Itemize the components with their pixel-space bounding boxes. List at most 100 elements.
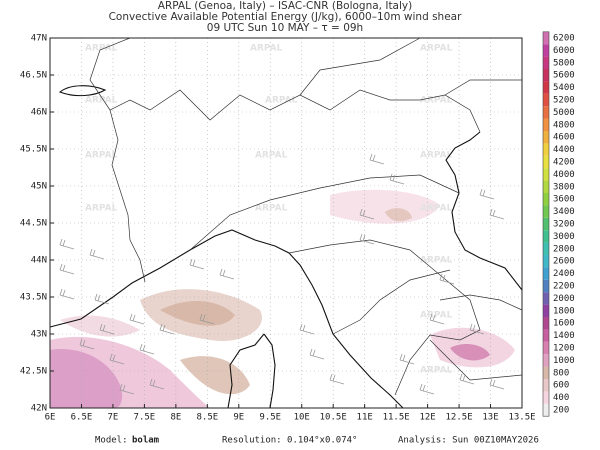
wind-barb — [482, 189, 486, 197]
wind-barb — [189, 264, 205, 270]
colorbar-label: 3000 — [553, 232, 575, 242]
wind-barb — [62, 289, 66, 297]
x-tick-label: 13.5E — [508, 413, 535, 423]
x-tick-label: 12E — [419, 413, 435, 423]
colorbar-swatch — [543, 391, 549, 404]
colorbar-label: 2400 — [553, 269, 575, 279]
x-tick-label: 7.5E — [134, 413, 156, 423]
wind-barb — [112, 354, 116, 362]
wind-barb — [94, 293, 98, 301]
wind-barb — [222, 269, 226, 277]
colorbar-swatch — [543, 56, 549, 69]
wind-barb — [139, 349, 155, 355]
coastline — [49, 229, 404, 409]
wind-barb — [429, 313, 433, 321]
wind-barb — [402, 354, 406, 362]
y-tick-label: 44.5N — [20, 219, 47, 229]
wind-barb — [62, 264, 66, 272]
watermark: ARPAL — [255, 204, 288, 214]
wind-barb — [372, 154, 376, 162]
wind-barb — [142, 344, 146, 352]
wind-barb — [299, 323, 303, 331]
wind-barb — [442, 274, 446, 282]
colorbar-swatch — [543, 180, 549, 193]
x-tick-label: 8.5E — [196, 413, 218, 423]
wind-barb — [189, 258, 193, 266]
wind-barb — [309, 348, 313, 356]
wind-barb — [362, 234, 366, 242]
wind-barb — [59, 288, 63, 296]
wind-barb — [309, 354, 325, 360]
colorbar-swatch — [543, 168, 549, 181]
wind-barb — [312, 349, 316, 357]
colorbar-swatch — [543, 118, 549, 131]
wind-barb — [59, 294, 75, 300]
colorbar-swatch — [543, 317, 549, 330]
border — [429, 294, 523, 381]
footer-analysis: Analysis: Sun 00Z10MAY2026 — [398, 436, 539, 446]
cape-area — [330, 189, 440, 224]
cape-area — [385, 208, 412, 222]
wind-barb — [199, 319, 215, 325]
wind-barb — [159, 329, 175, 335]
wind-barb — [109, 353, 113, 361]
colorbar-label: 2800 — [553, 244, 575, 254]
colorbar-swatch — [543, 242, 549, 255]
colorbar-swatch — [543, 44, 549, 57]
colorbar-swatch — [543, 379, 549, 392]
x-tick-label: 9E — [233, 413, 244, 423]
colorbar-label: 1800 — [553, 306, 575, 316]
cape-area — [50, 349, 123, 408]
y-tick-label: 42N — [31, 404, 47, 414]
wind-barb — [139, 343, 143, 351]
cape-area — [450, 344, 490, 361]
watermark: ARPAL — [420, 151, 453, 161]
cape-area — [160, 300, 235, 326]
wind-barb — [329, 373, 333, 381]
colorbar-swatch — [543, 292, 549, 305]
colorbar-label: 1600 — [553, 319, 575, 329]
watermark: ARPAL — [420, 256, 453, 266]
cape-shading — [50, 189, 515, 408]
wind-barb — [432, 314, 436, 322]
wind-barb — [59, 263, 63, 271]
wind-barb — [439, 279, 455, 285]
border — [89, 37, 522, 111]
y-tick-label: 46N — [31, 108, 47, 118]
wind-barb — [419, 389, 435, 395]
wind-barb — [359, 208, 363, 216]
colorbar-label: 2200 — [553, 282, 575, 292]
lake — [58, 85, 107, 97]
wind-barb — [369, 159, 385, 165]
watermark: ARPAL — [85, 151, 118, 161]
wind-barb — [389, 173, 393, 181]
wind-barb — [429, 319, 445, 325]
wind-barb — [79, 344, 95, 350]
colorbar-label: 4400 — [553, 145, 575, 155]
x-tick-label: 11E — [357, 413, 373, 423]
watermark: ARPAL — [85, 204, 118, 214]
x-tick-label: 10.5E — [320, 413, 347, 423]
wind-barb — [399, 359, 415, 365]
colorbar-label: 4200 — [553, 158, 575, 168]
wind-barb — [149, 384, 165, 390]
x-tick-label: 6.5E — [71, 413, 93, 423]
wind-barb — [202, 314, 206, 322]
wind-barb — [79, 338, 83, 346]
colorbar-label: 5800 — [553, 58, 575, 68]
wind-barb — [129, 313, 133, 321]
borders — [89, 37, 523, 396]
wind-barb — [192, 259, 196, 267]
y-tick-label: 43.5N — [20, 293, 47, 303]
wind-barb — [492, 209, 496, 217]
colorbar-swatch — [543, 106, 549, 119]
wind-barb — [469, 329, 485, 335]
colorbar-label: 4000 — [553, 170, 575, 180]
colorbar-label: 5200 — [553, 96, 575, 106]
wind-barb — [82, 339, 86, 347]
colorbar-swatch — [543, 69, 549, 82]
wind-barb — [389, 179, 405, 185]
wind-barb — [399, 353, 403, 361]
wind-barb — [62, 239, 66, 247]
wind-barb — [59, 244, 75, 250]
